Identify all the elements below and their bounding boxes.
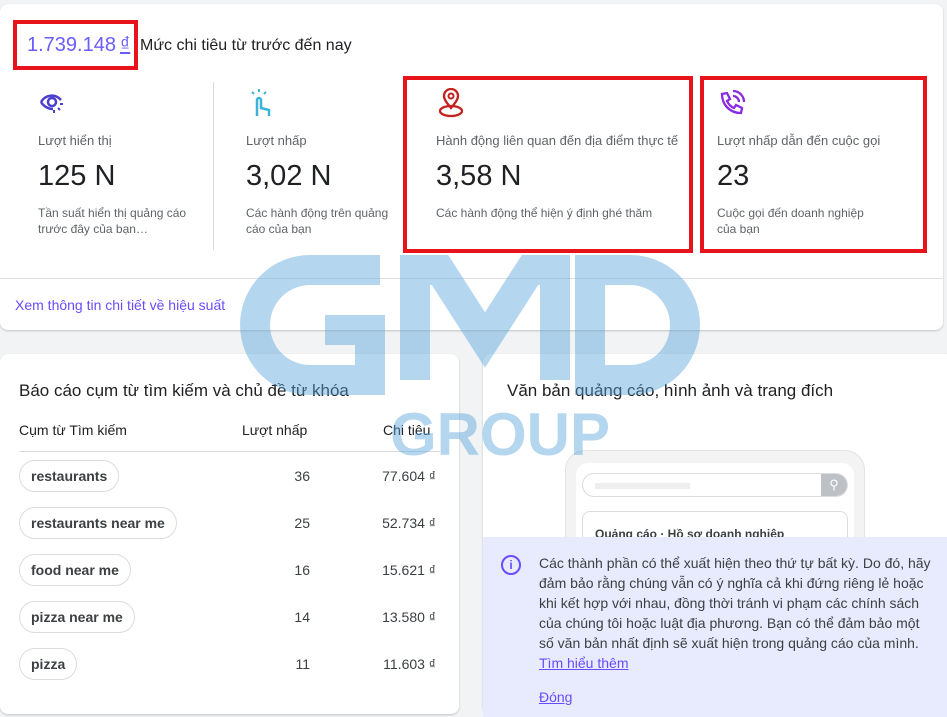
total-spend: 1.739.148 ₫	[27, 34, 130, 57]
card-title: Văn bản quảng cáo, hình ảnh và trang đíc…	[507, 381, 834, 400]
table-row: pizza 11 11.603 ₫	[19, 648, 439, 682]
card-title: Báo cáo cụm từ tìm kiếm và chủ đề từ khó…	[19, 381, 349, 400]
learn-more-link[interactable]: Tìm hiểu thêm	[539, 655, 629, 671]
cost-value: 77.604 ₫	[382, 468, 436, 484]
clicks-value: 36	[294, 468, 310, 484]
stat-description: Cuộc gọi đến doanh nghiệp của bạn	[717, 206, 864, 236]
stat-value: 23	[717, 160, 750, 192]
stat-clicks: Lượt nhấp 3,02 N Các hành động trên quản…	[246, 88, 496, 237]
clicks-value: 16	[294, 562, 310, 578]
column-header-cost[interactable]: Chi tiêu	[383, 422, 431, 438]
divider	[19, 451, 440, 452]
stat-label: Lượt hiển thị	[38, 133, 112, 148]
location-pin-icon	[438, 87, 464, 118]
ad-preview-card: Văn bản quảng cáo, hình ảnh và trang đíc…	[483, 354, 947, 717]
clicks-value: 14	[294, 609, 310, 625]
search-term-chip[interactable]: restaurants near me	[19, 507, 177, 539]
stat-location-actions: Hành động liên quan đến địa điểm thực tế…	[436, 87, 686, 221]
cost-value: 11.603 ₫	[383, 656, 436, 672]
mock-search-bar: ⚲	[582, 473, 848, 497]
highlight-box	[13, 20, 138, 70]
search-icon: ⚲	[821, 474, 847, 496]
info-icon: i	[501, 555, 521, 575]
stat-description: Các hành động thể hiện ý định ghé thăm	[436, 206, 653, 220]
table-row: food near me 16 15.621 ₫	[19, 554, 439, 588]
performance-summary-card: 1.739.148 ₫ Mức chi tiêu từ trước đến nay…	[0, 4, 943, 330]
table-row: restaurants 36 77.604 ₫	[19, 460, 439, 494]
divider	[213, 82, 214, 250]
column-header-term[interactable]: Cụm từ Tìm kiếm	[19, 422, 127, 438]
phone-call-icon	[720, 89, 746, 115]
table-row: pizza near me 14 13.580 ₫	[19, 601, 439, 635]
info-banner: i Các thành phần có thể xuất hiện theo t…	[483, 537, 947, 717]
stat-value: 125 N	[38, 160, 116, 192]
performance-details-link[interactable]: Xem thông tin chi tiết về hiệu suất	[15, 297, 226, 313]
stat-label: Hành động liên quan đến địa điểm thực tế	[436, 133, 679, 148]
search-terms-card: Báo cáo cụm từ tìm kiếm và chủ đề từ khó…	[0, 354, 459, 714]
currency-symbol: ₫	[119, 34, 131, 56]
search-term-chip[interactable]: pizza near me	[19, 601, 135, 633]
search-term-chip[interactable]: restaurants	[19, 460, 120, 492]
total-spend-value: 1.739.148	[27, 34, 116, 56]
cost-value: 13.580 ₫	[382, 609, 436, 625]
eye-icon	[39, 94, 63, 113]
search-term-chip[interactable]: pizza	[19, 648, 78, 680]
table-row: restaurants near me 25 52.734 ₫	[19, 507, 439, 541]
tap-icon	[251, 89, 271, 116]
total-spend-label: Mức chi tiêu từ trước đến nay	[140, 37, 352, 54]
cost-value: 15.621 ₫	[382, 562, 436, 578]
stat-label: Lượt nhấp dẫn đến cuộc gọi	[717, 133, 881, 148]
search-term-chip[interactable]: food near me	[19, 554, 131, 586]
stat-impressions: Lượt hiển thị 125 N Tần suất hiển thị qu…	[38, 88, 288, 237]
cost-value: 52.734 ₫	[382, 515, 436, 531]
clicks-value: 11	[295, 656, 310, 672]
stat-description: Tần suất hiển thị quảng cáo trước đây củ…	[38, 206, 187, 236]
close-button[interactable]: Đóng	[539, 689, 573, 705]
stat-value: 3,02 N	[246, 160, 332, 192]
stat-description: Các hành động trên quảng cáo của bạn	[246, 206, 389, 236]
stat-label: Lượt nhấp	[246, 133, 307, 148]
clicks-value: 25	[294, 515, 310, 531]
highlight-box	[700, 76, 927, 253]
info-text: Các thành phần có thể xuất hiện theo thứ…	[539, 555, 931, 651]
column-header-clicks[interactable]: Lượt nhấp	[242, 422, 308, 438]
stat-calls: Lượt nhấp dẫn đến cuộc gọi 23 Cuộc gọi đ…	[717, 88, 947, 237]
stat-value: 3,58 N	[436, 160, 522, 192]
divider	[0, 278, 943, 279]
highlight-box	[403, 76, 693, 253]
